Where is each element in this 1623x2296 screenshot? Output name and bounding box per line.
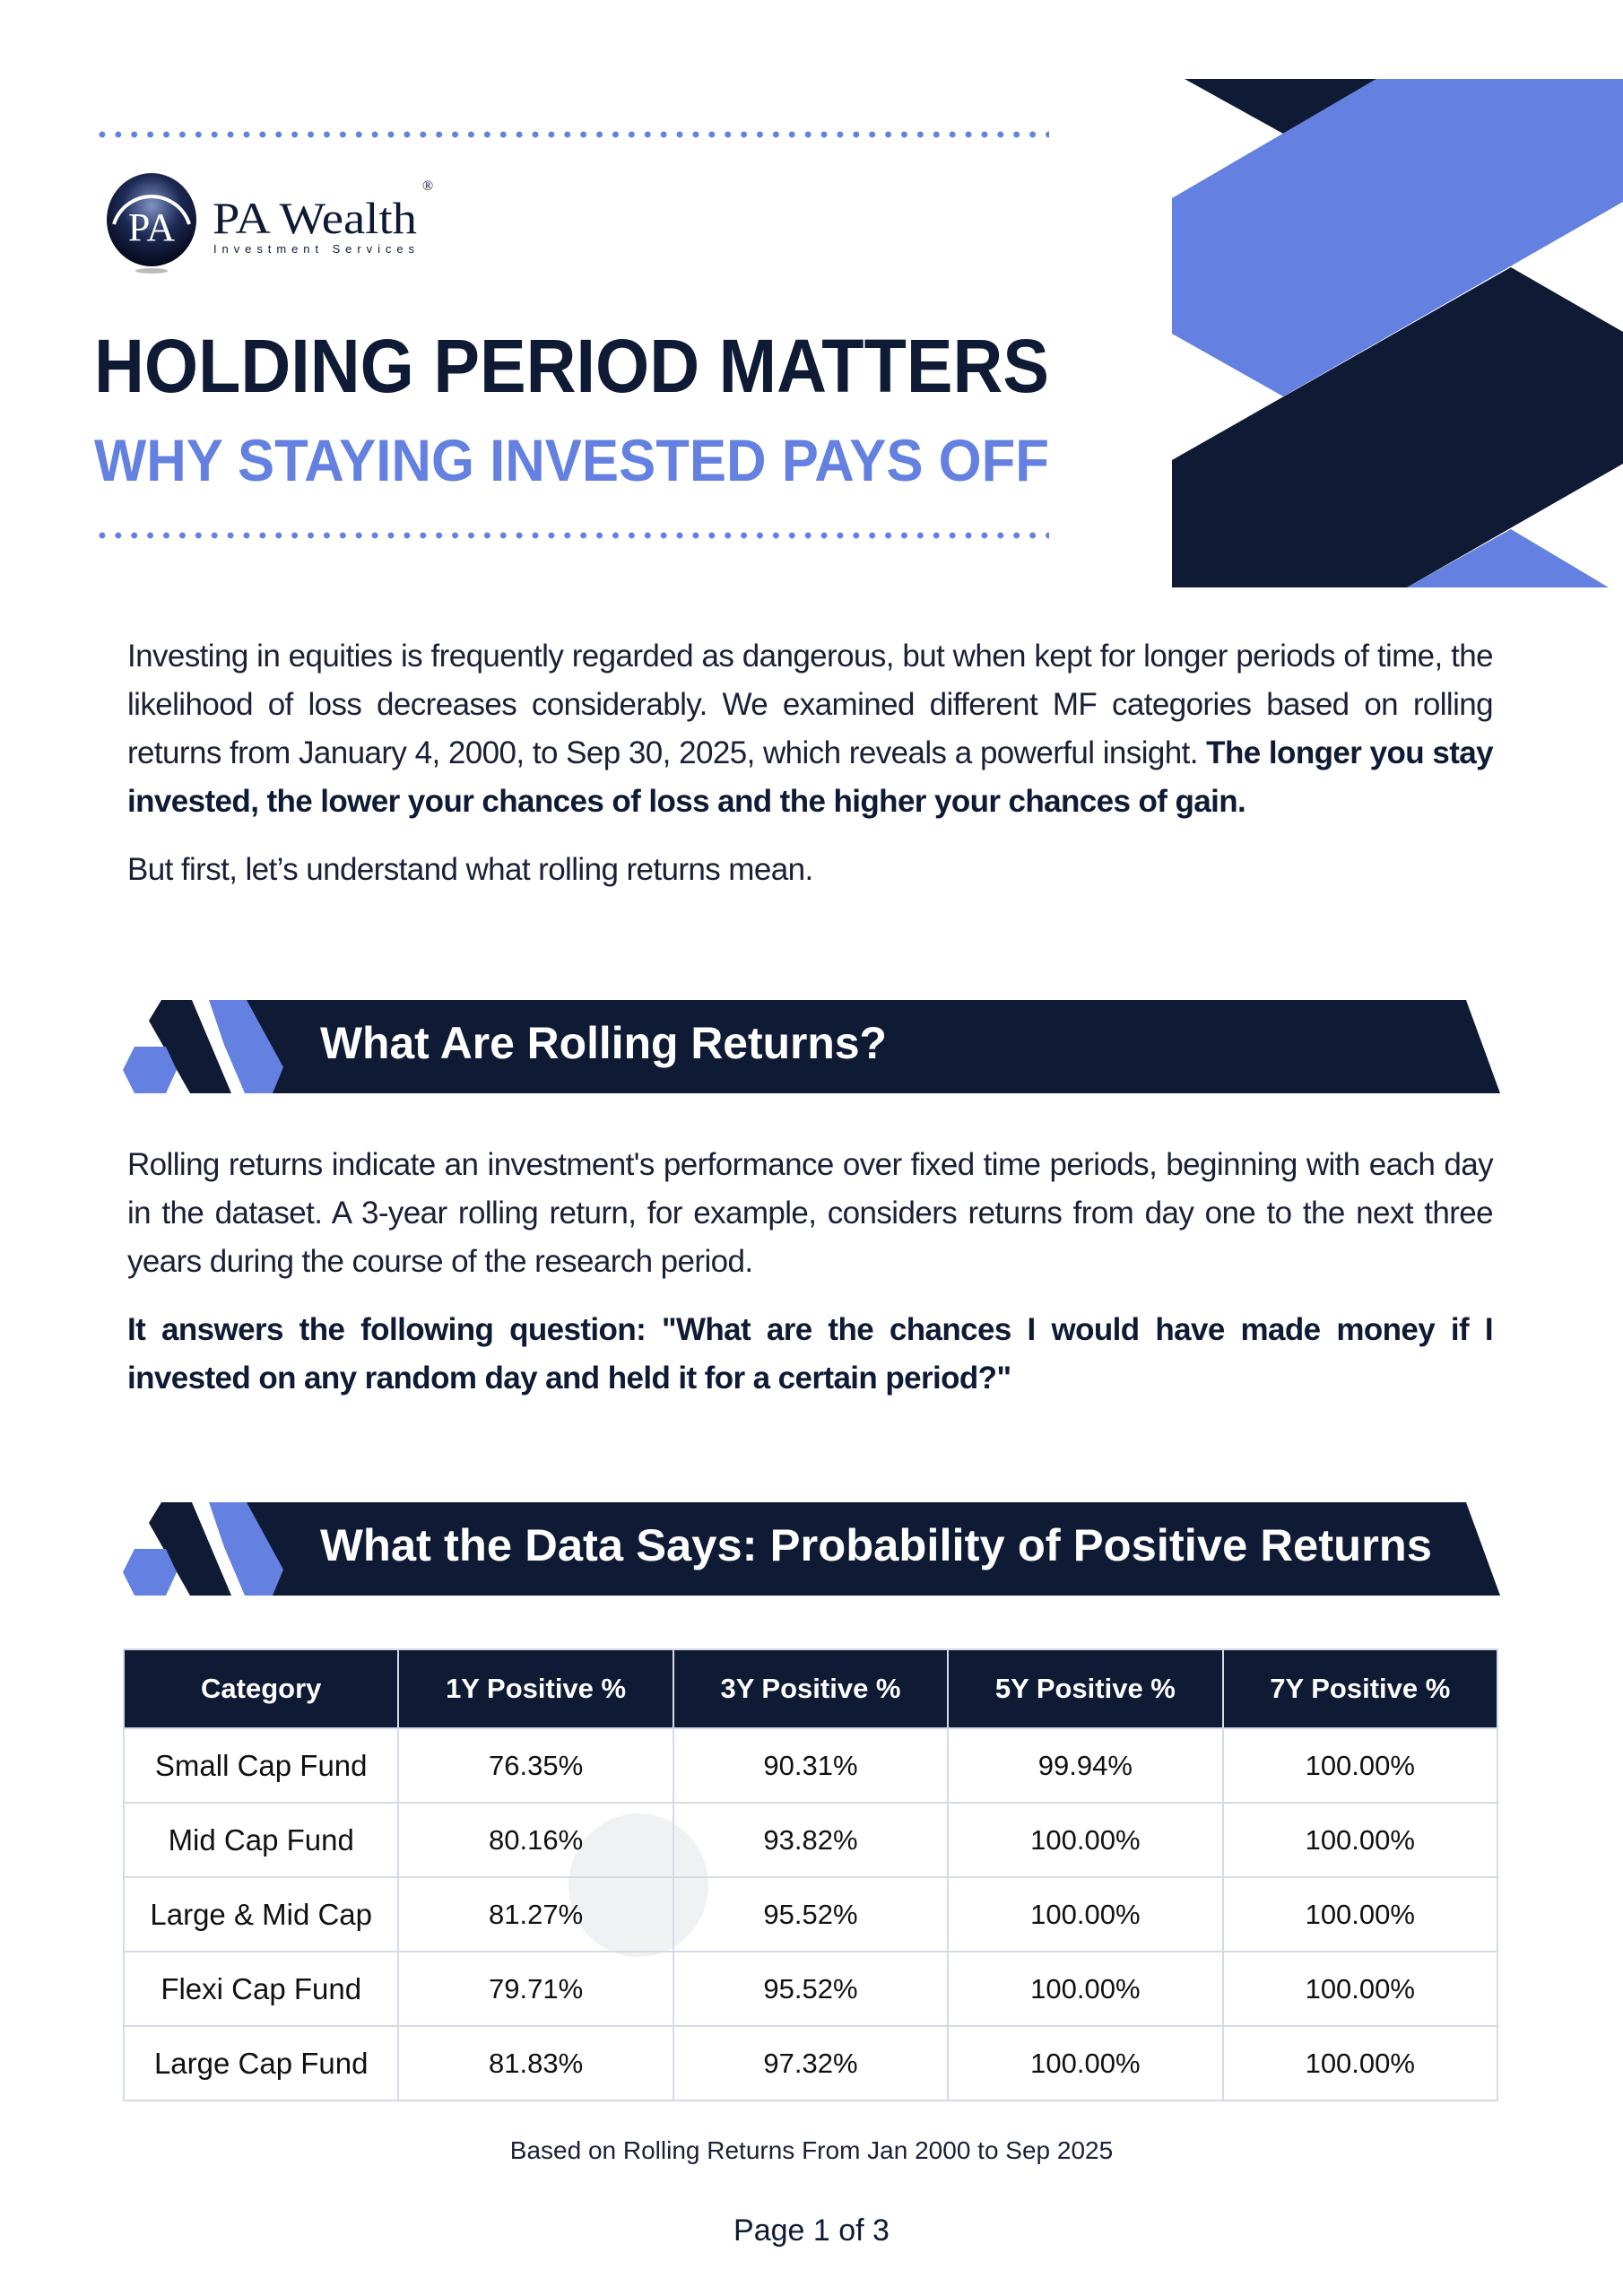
category-cell: Mid Cap Fund <box>122 1802 400 1878</box>
percent-cell: 90.31% <box>672 1727 950 1804</box>
intro-paragraph: Investing in equities is frequently rega… <box>127 632 1494 826</box>
table-row: Small Cap Fund 76.35% 90.31% 99.94% 100.00% <box>122 1727 1499 1804</box>
category-cell: Large Cap Fund <box>122 2025 400 2101</box>
percent-cell: 99.94% <box>947 1727 1224 1804</box>
percent-cell: 97.32% <box>672 2025 950 2101</box>
percent-cell: 79.71% <box>397 1951 674 2027</box>
brand-name: PA Wealth <box>213 193 417 243</box>
percent-cell: 93.82% <box>672 1802 950 1878</box>
percent-cell: 95.52% <box>672 1951 950 2027</box>
section-banner-rolling-returns: What Are Rolling Returns? <box>123 1000 1500 1093</box>
page-subtitle: WHY STAYING INVESTED PAYS OFF <box>94 427 1049 493</box>
percent-cell: 100.00% <box>1221 1876 1499 1952</box>
logo-emblem-icon <box>107 173 196 266</box>
percent-cell: 81.27% <box>397 1876 674 1952</box>
percent-cell: 100.00% <box>1221 2025 1499 2101</box>
percent-cell: 100.00% <box>1221 1802 1499 1878</box>
percent-cell: 100.00% <box>1221 1951 1499 2027</box>
category-cell: Large & Mid Cap <box>122 1876 400 1952</box>
table-row: Flexi Cap Fund 79.71% 95.52% 100.00% 100.00% <box>122 1951 1499 2027</box>
column-header: 1Y Positive % <box>397 1648 674 1729</box>
registered-mark: ® <box>422 178 433 194</box>
percent-cell: 80.16% <box>397 1802 674 1878</box>
logo-monogram: PA <box>128 205 175 249</box>
page-title: HOLDING PERIOD MATTERS <box>94 324 1049 408</box>
section-title: What the Data Says: Probability of Posit… <box>320 1520 1432 1570</box>
rolling-returns-question: It answers the following question: "What… <box>127 1312 1494 1396</box>
table-footnote: Based on Rolling Returns From Jan 2000 t… <box>509 2136 1114 2164</box>
page-number: Page 1 of 3 <box>733 2213 890 2248</box>
category-cell: Small Cap Fund <box>122 1727 400 1804</box>
column-header: 5Y Positive % <box>947 1648 1224 1729</box>
column-header: 7Y Positive % <box>1221 1648 1499 1729</box>
banner-chevron-icon <box>149 1000 231 1093</box>
table-header-row: Category 1Y Positive % 3Y Positive % 5Y … <box>122 1648 1499 1729</box>
percent-cell: 100.00% <box>947 1876 1224 1952</box>
dotted-divider-top <box>94 131 1049 138</box>
decorative-ribbon-graphic <box>1172 79 1623 587</box>
section-banner-data-says: What the Data Says: Probability of Posit… <box>123 1502 1500 1596</box>
intro-text: Investing in equities is frequently rega… <box>127 639 1494 770</box>
percent-cell: 76.35% <box>397 1727 674 1804</box>
brand-logo: PA PA Wealth ® Investment Services <box>107 173 433 274</box>
intro-followup: But first, let’s understand what rolling… <box>127 852 813 887</box>
table-row: Large Cap Fund 81.83% 97.32% 100.00% 100.00% <box>122 2025 1499 2101</box>
section-title: What Are Rolling Returns? <box>320 1018 887 1068</box>
column-header: 3Y Positive % <box>672 1648 950 1729</box>
table-row: Large & Mid Cap 81.27% 95.52% 100.00% 100.00… <box>122 1876 1499 1952</box>
column-header: Category <box>122 1648 400 1729</box>
title-block: HOLDING PERIOD MATTERS WHY STAYING INVES… <box>94 324 1049 493</box>
table-row: Mid Cap Fund 80.16% 93.82% 100.00% 100.00% <box>122 1802 1499 1878</box>
percent-cell: 100.00% <box>947 1951 1224 2027</box>
intro-highlight: The longer you stay invested, the lower … <box>127 735 1494 819</box>
percent-cell: 95.52% <box>672 1876 950 1952</box>
category-cell: Flexi Cap Fund <box>122 1951 400 2027</box>
percent-cell: 100.00% <box>947 1802 1224 1878</box>
percent-cell: 81.83% <box>397 2025 674 2101</box>
positive-returns-table: Category 1Y Positive % 3Y Positive % 5Y … <box>122 1648 1499 2101</box>
rolling-returns-paragraph: Rolling returns indicate an investment's… <box>127 1147 1494 1279</box>
percent-cell: 100.00% <box>947 2025 1224 2101</box>
rolling-returns-block: Rolling returns indicate an investment's… <box>127 1141 1494 1422</box>
banner-chevron-icon <box>149 1502 231 1596</box>
dotted-divider-bottom <box>94 532 1049 539</box>
percent-cell: 100.00% <box>1221 1727 1499 1804</box>
intro-block: Investing in equities is frequently rega… <box>127 632 1494 914</box>
